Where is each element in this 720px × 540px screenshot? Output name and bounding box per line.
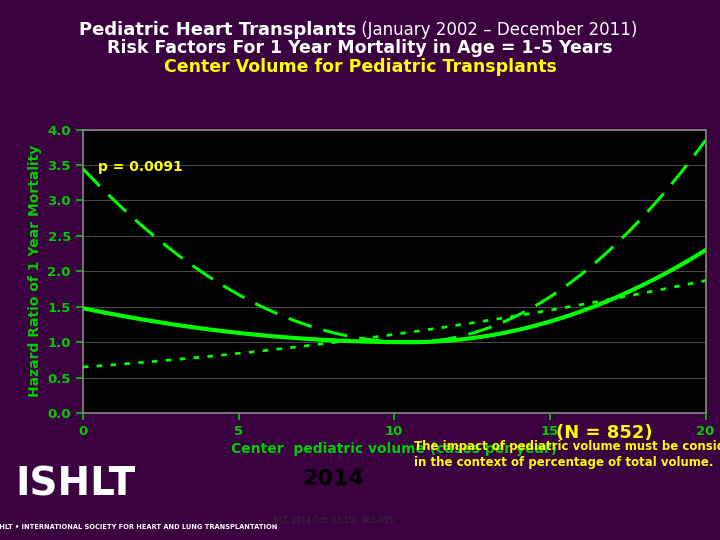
Text: JHLT. 2014 Oct; 33(10): 985-995: JHLT. 2014 Oct; 33(10): 985-995 xyxy=(272,516,394,525)
Text: ISHLT • INTERNATIONAL SOCIETY FOR HEART AND LUNG TRANSPLANTATION: ISHLT • INTERNATIONAL SOCIETY FOR HEART … xyxy=(0,524,278,530)
Text: p = 0.0091: p = 0.0091 xyxy=(99,160,183,174)
Text: in the context of percentage of total volume.: in the context of percentage of total vo… xyxy=(414,456,714,469)
Text: Risk Factors For 1 Year Mortality in Age = 1-5 Years: Risk Factors For 1 Year Mortality in Age… xyxy=(107,39,613,57)
Text: (N = 852): (N = 852) xyxy=(557,424,653,442)
Text: (January 2002 – December 2011): (January 2002 – December 2011) xyxy=(356,21,638,38)
Text: Center Volume for Pediatric Transplants: Center Volume for Pediatric Transplants xyxy=(163,58,557,76)
Text: 2014: 2014 xyxy=(302,469,364,489)
Text: The impact of pediatric volume must be considered: The impact of pediatric volume must be c… xyxy=(414,440,720,453)
Text: Pediatric Heart Transplants: Pediatric Heart Transplants xyxy=(79,21,356,38)
Text: ISHLT: ISHLT xyxy=(15,466,136,504)
Y-axis label: Hazard Ratio of 1 Year Mortality: Hazard Ratio of 1 Year Mortality xyxy=(28,145,42,397)
X-axis label: Center  pediatric volume (cases per year): Center pediatric volume (cases per year) xyxy=(231,442,557,456)
